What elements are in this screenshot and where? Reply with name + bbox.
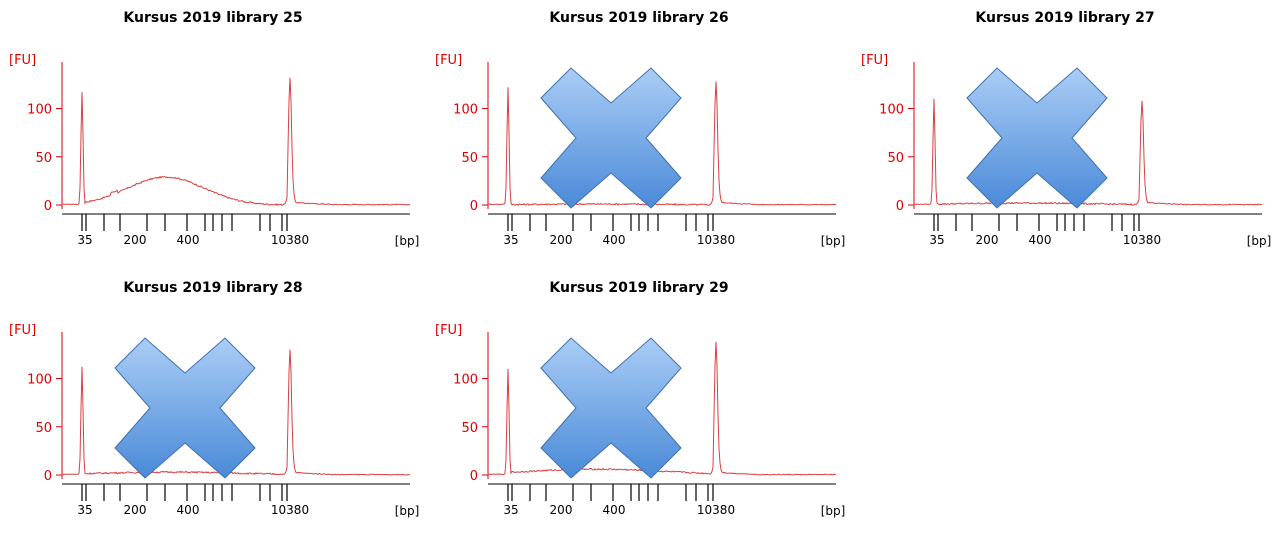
x-axis-label: [bp]	[821, 504, 846, 518]
x-tick-label: 400	[1029, 233, 1052, 247]
rejected-cross-icon	[966, 67, 1108, 209]
x-axis-label: [bp]	[821, 234, 846, 248]
x-tick-label: 400	[177, 233, 200, 247]
y-tick-label: 0	[470, 199, 478, 214]
electropherogram-trace	[487, 81, 837, 206]
chart-svg: Kursus 2019 library 27 [FU] 0 50 100 35 200 400…	[861, 10, 1272, 248]
chart-title: Kursus 2019 library 29	[549, 280, 728, 296]
y-tick-label: 50	[35, 421, 52, 436]
electropherogram-panel-library-25: Kursus 2019 library 25 [FU] 0 50 100 35 200 400…	[0, 0, 426, 264]
x-tick-label: 10380	[697, 233, 735, 247]
y-tick-label: 50	[35, 151, 52, 166]
x-tick-label: 200	[550, 233, 573, 247]
electropherogram-trace	[61, 77, 411, 207]
chart-svg: Kursus 2019 library 29 [FU] 0 50 100 35 200 400…	[435, 280, 846, 518]
y-tick-label: 100	[27, 103, 52, 118]
y-tick-label: 50	[461, 151, 478, 166]
electropherogram-panel-library-26: Kursus 2019 library 26 [FU] 0 50 100 35 200 400…	[426, 0, 852, 264]
x-tick-label: 10380	[271, 233, 309, 247]
electropherogram-panel-library-27: Kursus 2019 library 27 [FU] 0 50 100 35 200 400…	[852, 0, 1278, 264]
y-tick-label: 100	[453, 103, 478, 118]
x-tick-label: 35	[929, 233, 944, 247]
x-tick-label: 10380	[271, 503, 309, 517]
x-tick-label: 10380	[697, 503, 735, 517]
chart-svg: Kursus 2019 library 25 [FU] 0 50 100 35 200 400…	[9, 10, 420, 248]
electropherogram-trace	[913, 98, 1263, 206]
rejected-cross-icon	[114, 337, 256, 479]
x-axis-label: [bp]	[395, 234, 420, 248]
y-axis-label: [FU]	[9, 53, 36, 68]
electropherogram-trace	[61, 349, 411, 476]
y-axis-label: [FU]	[435, 53, 462, 68]
y-tick-label: 50	[887, 151, 904, 166]
rejected-cross-icon	[540, 337, 682, 479]
x-tick-label: 200	[550, 503, 573, 517]
x-tick-label: 400	[603, 503, 626, 517]
y-tick-label: 0	[44, 469, 52, 484]
x-tick-label: 35	[77, 233, 92, 247]
x-tick-label: 400	[177, 503, 200, 517]
x-tick-label: 35	[503, 233, 518, 247]
chart-title: Kursus 2019 library 27	[975, 10, 1154, 26]
x-tick-label: 200	[124, 503, 147, 517]
electropherogram-panel-library-28: Kursus 2019 library 28 [FU] 0 50 100 35 200 400…	[0, 270, 426, 534]
chart-title: Kursus 2019 library 28	[123, 280, 302, 296]
x-axis-label: [bp]	[395, 504, 420, 518]
chart-title: Kursus 2019 library 25	[123, 10, 302, 26]
x-tick-label: 35	[503, 503, 518, 517]
y-axis-label: [FU]	[435, 323, 462, 338]
y-tick-label: 0	[896, 199, 904, 214]
x-tick-label: 35	[77, 503, 92, 517]
rejected-cross-icon	[540, 67, 682, 209]
y-tick-label: 0	[470, 469, 478, 484]
y-tick-label: 100	[27, 373, 52, 388]
x-tick-label: 200	[976, 233, 999, 247]
chart-title: Kursus 2019 library 26	[549, 10, 728, 26]
electropherogram-panel-library-29: Kursus 2019 library 29 [FU] 0 50 100 35 200 400…	[426, 270, 852, 534]
chart-svg: Kursus 2019 library 28 [FU] 0 50 100 35 200 400…	[9, 280, 420, 518]
y-tick-label: 100	[879, 103, 904, 118]
chart-svg: Kursus 2019 library 26 [FU] 0 50 100 35 200 400…	[435, 10, 846, 248]
x-tick-label: 10380	[1123, 233, 1161, 247]
y-axis-label: [FU]	[9, 323, 36, 338]
x-tick-label: 200	[124, 233, 147, 247]
x-axis-label: [bp]	[1247, 234, 1272, 248]
y-tick-label: 50	[461, 421, 478, 436]
y-tick-label: 100	[453, 373, 478, 388]
x-tick-label: 400	[603, 233, 626, 247]
y-axis-label: [FU]	[861, 53, 888, 68]
electropherogram-trace	[487, 341, 837, 476]
y-tick-label: 0	[44, 199, 52, 214]
